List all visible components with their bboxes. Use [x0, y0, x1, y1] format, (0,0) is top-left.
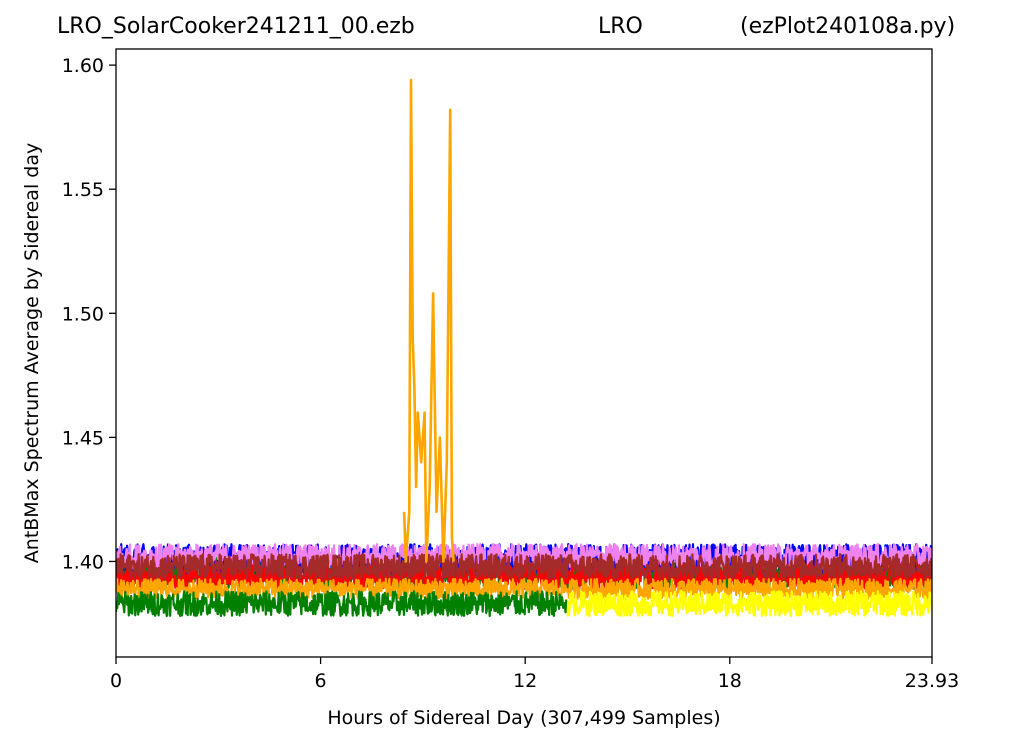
series-line-8	[402, 78, 455, 563]
series-line-4	[116, 553, 932, 580]
y-tick-label: 1.40	[62, 551, 104, 573]
y-tick-label: 1.55	[62, 179, 104, 201]
plot-frame	[115, 48, 933, 658]
series-line-6	[565, 590, 932, 618]
x-tick-label: 23.93	[905, 670, 959, 692]
x-axis-label: Hours of Sidereal Day (307,499 Samples)	[327, 707, 720, 729]
title-row: LRO_SolarCooker241211_00.ezb LRO (ezPlot…	[0, 14, 1024, 48]
y-axis-label: AntBMax Spectrum Average by Sidereal day	[21, 143, 43, 563]
y-tick-label: 1.60	[62, 55, 104, 77]
x-tick-label: 18	[718, 670, 742, 692]
y-tick-label: 1.50	[62, 303, 104, 325]
y-axis: 1.40 1.45 1.50 1.55 1.60	[62, 55, 116, 573]
series-line-7	[116, 590, 568, 618]
title-file: LRO_SolarCooker241211_00.ezb	[57, 14, 415, 39]
x-axis: 0 6 12 18 23.93	[110, 657, 959, 692]
title-station: LRO	[598, 14, 643, 39]
title-program: (ezPlot240108a.py)	[740, 14, 956, 39]
x-tick-label: 0	[110, 670, 122, 692]
plot-area	[116, 78, 932, 618]
x-tick-label: 12	[513, 670, 537, 692]
y-tick-label: 1.45	[62, 427, 104, 449]
x-tick-label: 6	[315, 670, 327, 692]
